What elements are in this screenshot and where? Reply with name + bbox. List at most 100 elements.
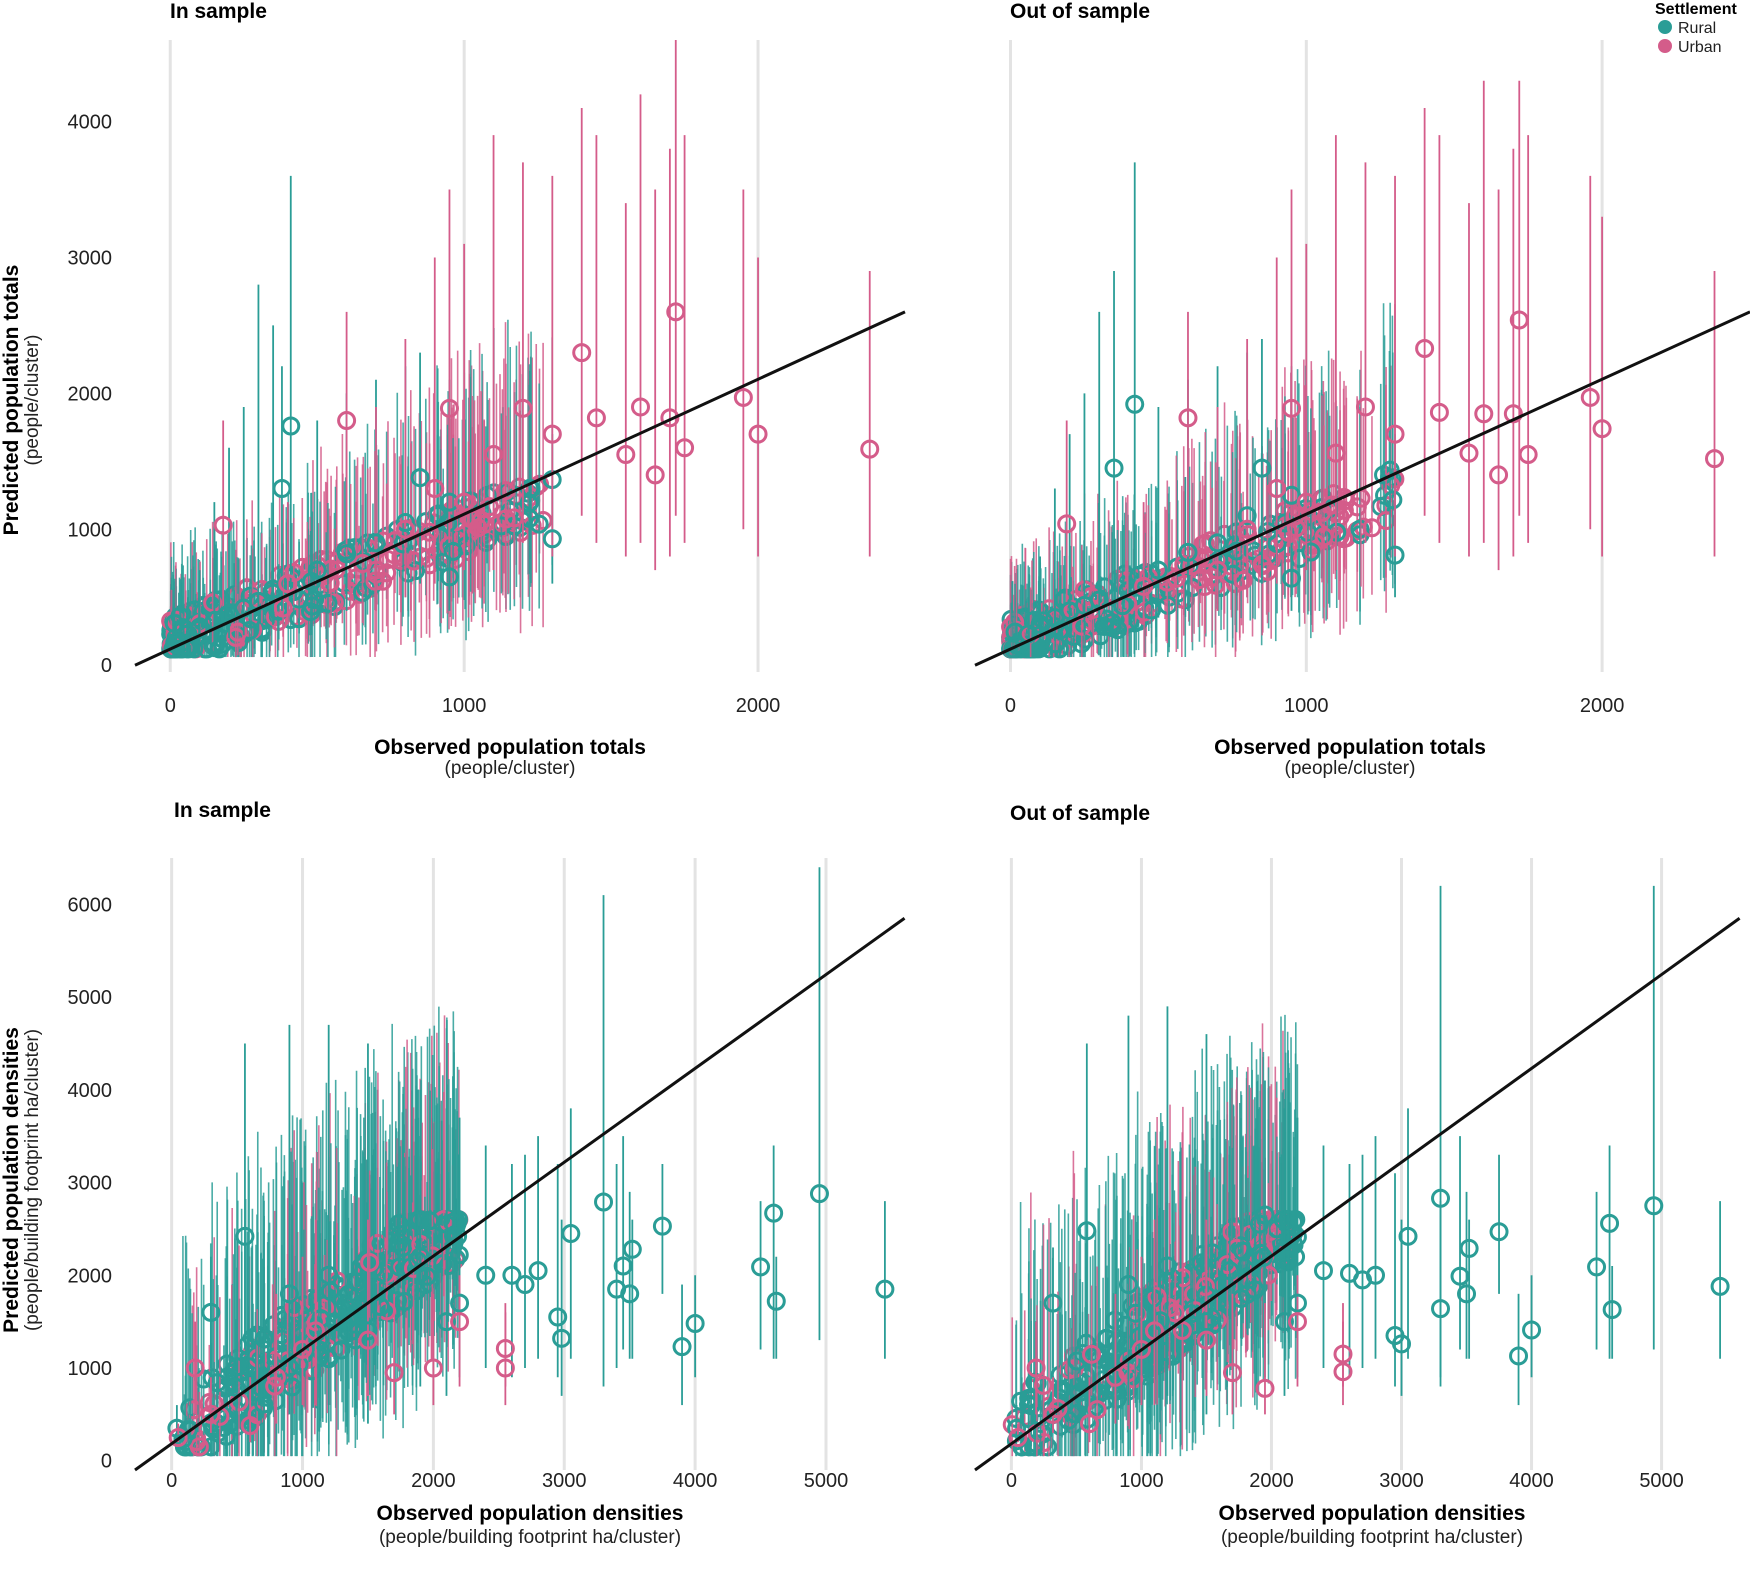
x-tick-label: 1000: [1284, 695, 1329, 717]
point-bg: [335, 1295, 355, 1315]
point-bg: [1301, 542, 1321, 562]
point-rural: [1600, 1213, 1620, 1233]
y-tick-label: 5000: [68, 987, 113, 1009]
point-urban: [450, 1312, 470, 1332]
point-rural: [1431, 1188, 1451, 1208]
point-urban: [675, 438, 695, 458]
point-urban: [423, 1358, 443, 1378]
point-rural: [1252, 458, 1272, 478]
point-urban: [1255, 1378, 1275, 1398]
point-urban: [1079, 1414, 1099, 1434]
point-bg: [318, 593, 338, 613]
point-rural: [685, 1313, 705, 1333]
point-rural: [1178, 542, 1198, 562]
point-rural: [1366, 1265, 1386, 1285]
point-bg: [1172, 1321, 1192, 1341]
point-bg: [203, 593, 223, 613]
point-bg: [1278, 1250, 1298, 1270]
x-tick-label: 2000: [1580, 695, 1625, 717]
y-axis-label: Predicted population densities: [0, 1027, 23, 1333]
point-urban: [240, 1415, 260, 1435]
point-bg: [273, 598, 293, 618]
point-bg: [1160, 1298, 1180, 1318]
point-urban: [439, 398, 459, 418]
point-rural: [366, 533, 386, 553]
reference-line: [134, 917, 906, 1472]
point-rural: [594, 1192, 614, 1212]
point-rural: [439, 567, 459, 587]
point-urban: [660, 408, 680, 428]
point-rural: [1398, 1226, 1418, 1246]
point-bg: [301, 602, 321, 622]
point-urban: [1326, 443, 1346, 463]
point-bg: [529, 514, 549, 534]
plot-area: 0 1000 2000 3000 4000 5000 0 1000 2000 3000 4000 50…: [68, 858, 906, 1492]
point-bg: [1350, 519, 1370, 539]
point-bg: [1082, 1344, 1102, 1364]
point-rural: [272, 479, 292, 499]
point-bg: [1201, 1307, 1221, 1327]
point-bg: [417, 1266, 437, 1286]
point-rural: [1509, 1346, 1529, 1366]
y-tick-label: 0: [101, 1451, 112, 1473]
point-bg: [1065, 1404, 1085, 1424]
point-rural: [548, 1307, 568, 1327]
point-bg: [226, 627, 246, 647]
panel-out-of-sample-totals: Out of sample 0 1000 2000 Observed populat…: [974, 0, 1750, 779]
x-tick-label: 0: [1005, 695, 1016, 717]
point-urban: [1282, 398, 1302, 418]
panel-in-sample-densities: In sample 0 1000 2000 3000 4000 5000 0 1000 2000…: [0, 799, 906, 1548]
panel-in-sample-totals: In sample 0 1000 2000 0 1000 2000 3000 4000 Obs…: [0, 0, 906, 779]
x-tick-label: 3000: [1379, 1470, 1424, 1492]
point-urban: [395, 519, 415, 539]
point-bg: [370, 1297, 390, 1317]
point-bg: [338, 1284, 358, 1304]
x-tick-label: 1000: [442, 695, 487, 717]
reference-line: [134, 310, 906, 667]
x-tick-label: 4000: [673, 1470, 718, 1492]
point-bg: [1202, 1243, 1222, 1263]
panel-out-of-sample-densities: Out of sample 0 1000 2000 3000 4000 5000 Obse…: [974, 802, 1741, 1548]
point-bg: [428, 504, 448, 524]
y-tick-label: 1000: [68, 519, 113, 541]
panel-title: In sample: [170, 0, 267, 23]
point-bg: [443, 541, 463, 561]
x-tick-label: 5000: [804, 1470, 849, 1492]
point-bg: [433, 1254, 453, 1274]
point-rural: [1459, 1238, 1479, 1258]
point-urban: [1134, 576, 1154, 596]
point-rural: [1077, 1221, 1097, 1241]
x-axis-sublabel: (people/cluster): [445, 758, 576, 779]
point-bg: [420, 1211, 440, 1231]
point-rural: [552, 1328, 572, 1348]
point-rural: [436, 1312, 456, 1332]
point-urban: [1057, 514, 1077, 534]
point-urban: [1592, 419, 1612, 439]
point-bg: [1233, 1241, 1253, 1261]
point-rural: [1282, 485, 1302, 505]
point-bg: [1083, 599, 1103, 619]
point-urban: [1208, 560, 1228, 580]
point-bg: [1376, 511, 1396, 531]
point-rural: [1157, 1256, 1177, 1276]
point-bg: [324, 593, 344, 613]
point-bg: [1141, 1353, 1161, 1373]
point-bg: [365, 571, 385, 591]
point-bg: [533, 511, 553, 531]
point-rural: [337, 544, 357, 564]
point-urban: [213, 515, 233, 535]
point-urban: [1131, 1339, 1151, 1359]
point-urban: [1333, 1344, 1353, 1364]
point-urban: [860, 439, 880, 459]
point-urban: [384, 1363, 404, 1383]
point-rural: [1602, 1300, 1622, 1320]
x-tick-label: 0: [165, 695, 176, 717]
point-bg: [1383, 490, 1403, 510]
legend-title: Settlement: [1655, 1, 1737, 18]
point-bg: [1072, 616, 1092, 636]
point-rural: [281, 416, 301, 436]
point-bg: [207, 1373, 227, 1393]
point-urban: [748, 424, 768, 444]
point-urban: [1509, 310, 1529, 330]
point-urban: [201, 1404, 221, 1424]
